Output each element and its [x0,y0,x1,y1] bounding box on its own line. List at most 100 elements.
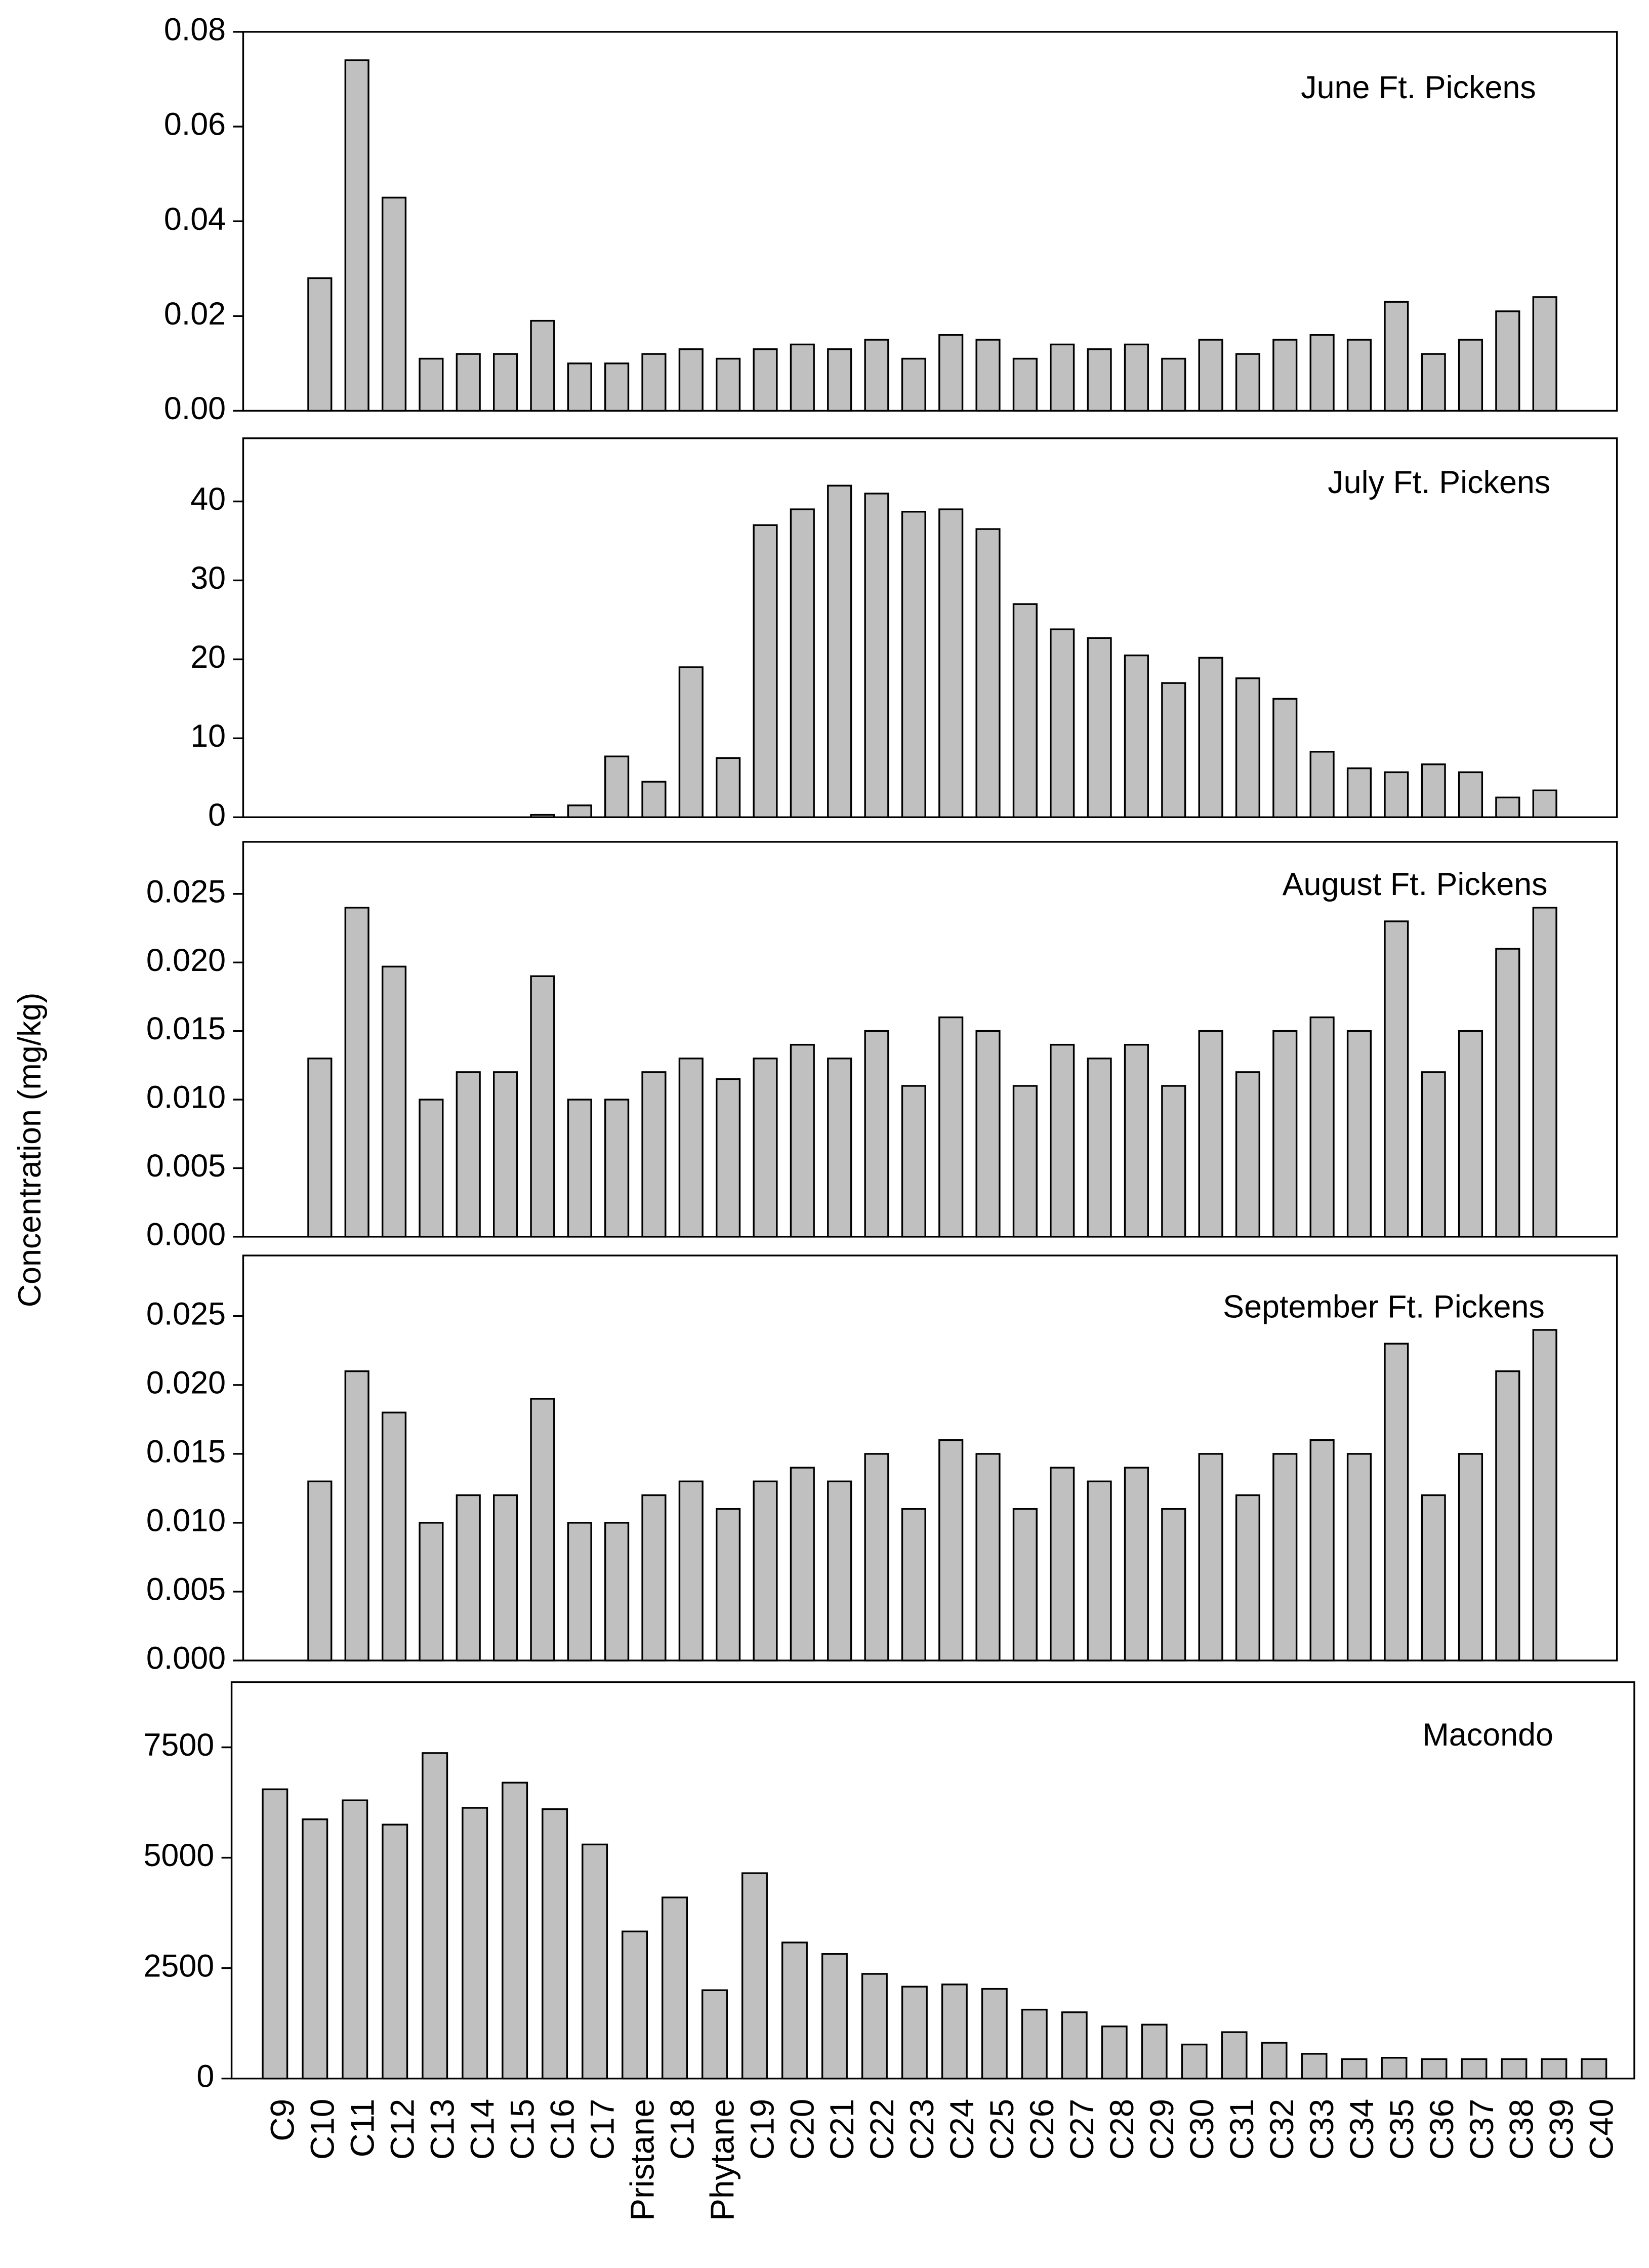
bar [419,357,444,412]
x-tick-label: C18 [664,2099,700,2160]
bar [456,1071,481,1238]
y-tick-label: 0.06 [164,107,226,142]
y-tick-label: 30 [190,560,226,596]
bar [901,511,926,819]
bar [622,1930,648,2080]
bar [1309,1016,1335,1238]
x-tick-label: C25 [983,2099,1020,2160]
bar [1421,1071,1446,1238]
y-tick-label: 2500 [143,1948,214,1983]
y-tick-label: 0.02 [164,296,226,332]
y-tick-label: 0 [208,797,226,833]
y-tick-label: 0.015 [146,1434,226,1469]
bar [1012,1085,1038,1238]
bar [307,277,333,412]
bar [567,804,592,818]
bar [1087,1058,1112,1238]
bar [567,1099,592,1238]
bar [1272,1453,1298,1662]
bar [1235,677,1260,818]
bar [1235,353,1260,412]
y-tick-label: 0.00 [164,391,226,426]
bar [901,1508,926,1662]
x-tick-label: C14 [464,2099,501,2160]
bar [1235,1071,1260,1238]
y-tick-label: 0.010 [146,1080,226,1115]
bar [1384,301,1409,412]
bar [1141,2023,1168,2080]
bar [1124,1467,1149,1662]
x-tick-label: C28 [1103,2099,1140,2160]
bar [1381,2057,1408,2080]
y-tick-label: 40 [190,481,226,517]
bar [716,357,741,412]
bar [1161,682,1186,819]
panel-title: Macondo [1422,1717,1553,1753]
bar [604,1099,630,1238]
bar [753,1480,778,1662]
bar [1272,339,1298,412]
y-tick-label: 0.025 [146,874,226,909]
bar [582,1843,608,2080]
bar [456,1494,481,1662]
bar [938,1439,964,1662]
bar [938,508,964,819]
bar [941,1983,968,2080]
y-tick-label: 0.000 [146,1641,226,1676]
panel-title: July Ft. Pickens [1328,465,1550,500]
bar [1198,657,1223,818]
bar [790,343,815,412]
bar [864,493,889,819]
bar [1050,1467,1075,1662]
bar [741,1872,768,2080]
bar [938,1016,964,1238]
bar [1012,603,1038,818]
bar [342,1799,368,2080]
bar [901,1085,926,1238]
bar [502,1781,528,2080]
x-tick-label: Pristane [624,2099,661,2221]
bar [604,755,630,818]
bar [975,339,1001,412]
y-tick-label: 0.005 [146,1148,226,1184]
bar [827,1480,852,1662]
x-tick-label: C12 [384,2099,421,2160]
bar [530,319,555,412]
x-tick-label: C33 [1303,2099,1340,2160]
panel-title: August Ft. Pickens [1283,867,1548,902]
bar [1272,1030,1298,1238]
bar [456,353,481,412]
y-tick-label: 0.015 [146,1011,226,1046]
bar [678,1058,704,1238]
x-tick-label: C9 [264,2099,301,2141]
bar [864,1030,889,1238]
y-tick-label: 5000 [143,1838,214,1873]
panel-title: June Ft. Pickens [1301,70,1536,105]
bar [1181,2043,1208,2080]
bar [753,348,778,412]
x-tick-label: C36 [1423,2099,1460,2160]
bar [1384,1343,1409,1662]
x-tick-label: C32 [1263,2099,1300,2160]
bar [1458,771,1483,819]
bar [1050,343,1075,412]
bar [1087,348,1112,412]
x-tick-label: C21 [823,2099,860,2160]
bar [530,814,555,818]
bar [1458,1453,1483,1662]
y-tick-label: 0.005 [146,1572,226,1607]
bar [1541,2058,1568,2080]
bar [1235,1494,1260,1662]
bar [1346,1453,1372,1662]
bar [493,353,518,412]
y-tick-label: 0 [196,2058,214,2094]
bar [661,1896,688,2080]
bar [567,1522,592,1662]
bar [1458,1030,1483,1238]
x-tick-label: C34 [1343,2099,1380,2160]
x-tick-label: C17 [584,2099,621,2160]
bar [493,1071,518,1238]
x-tick-label: C20 [784,2099,820,2160]
bar [1309,751,1335,819]
bar [422,1752,448,2080]
